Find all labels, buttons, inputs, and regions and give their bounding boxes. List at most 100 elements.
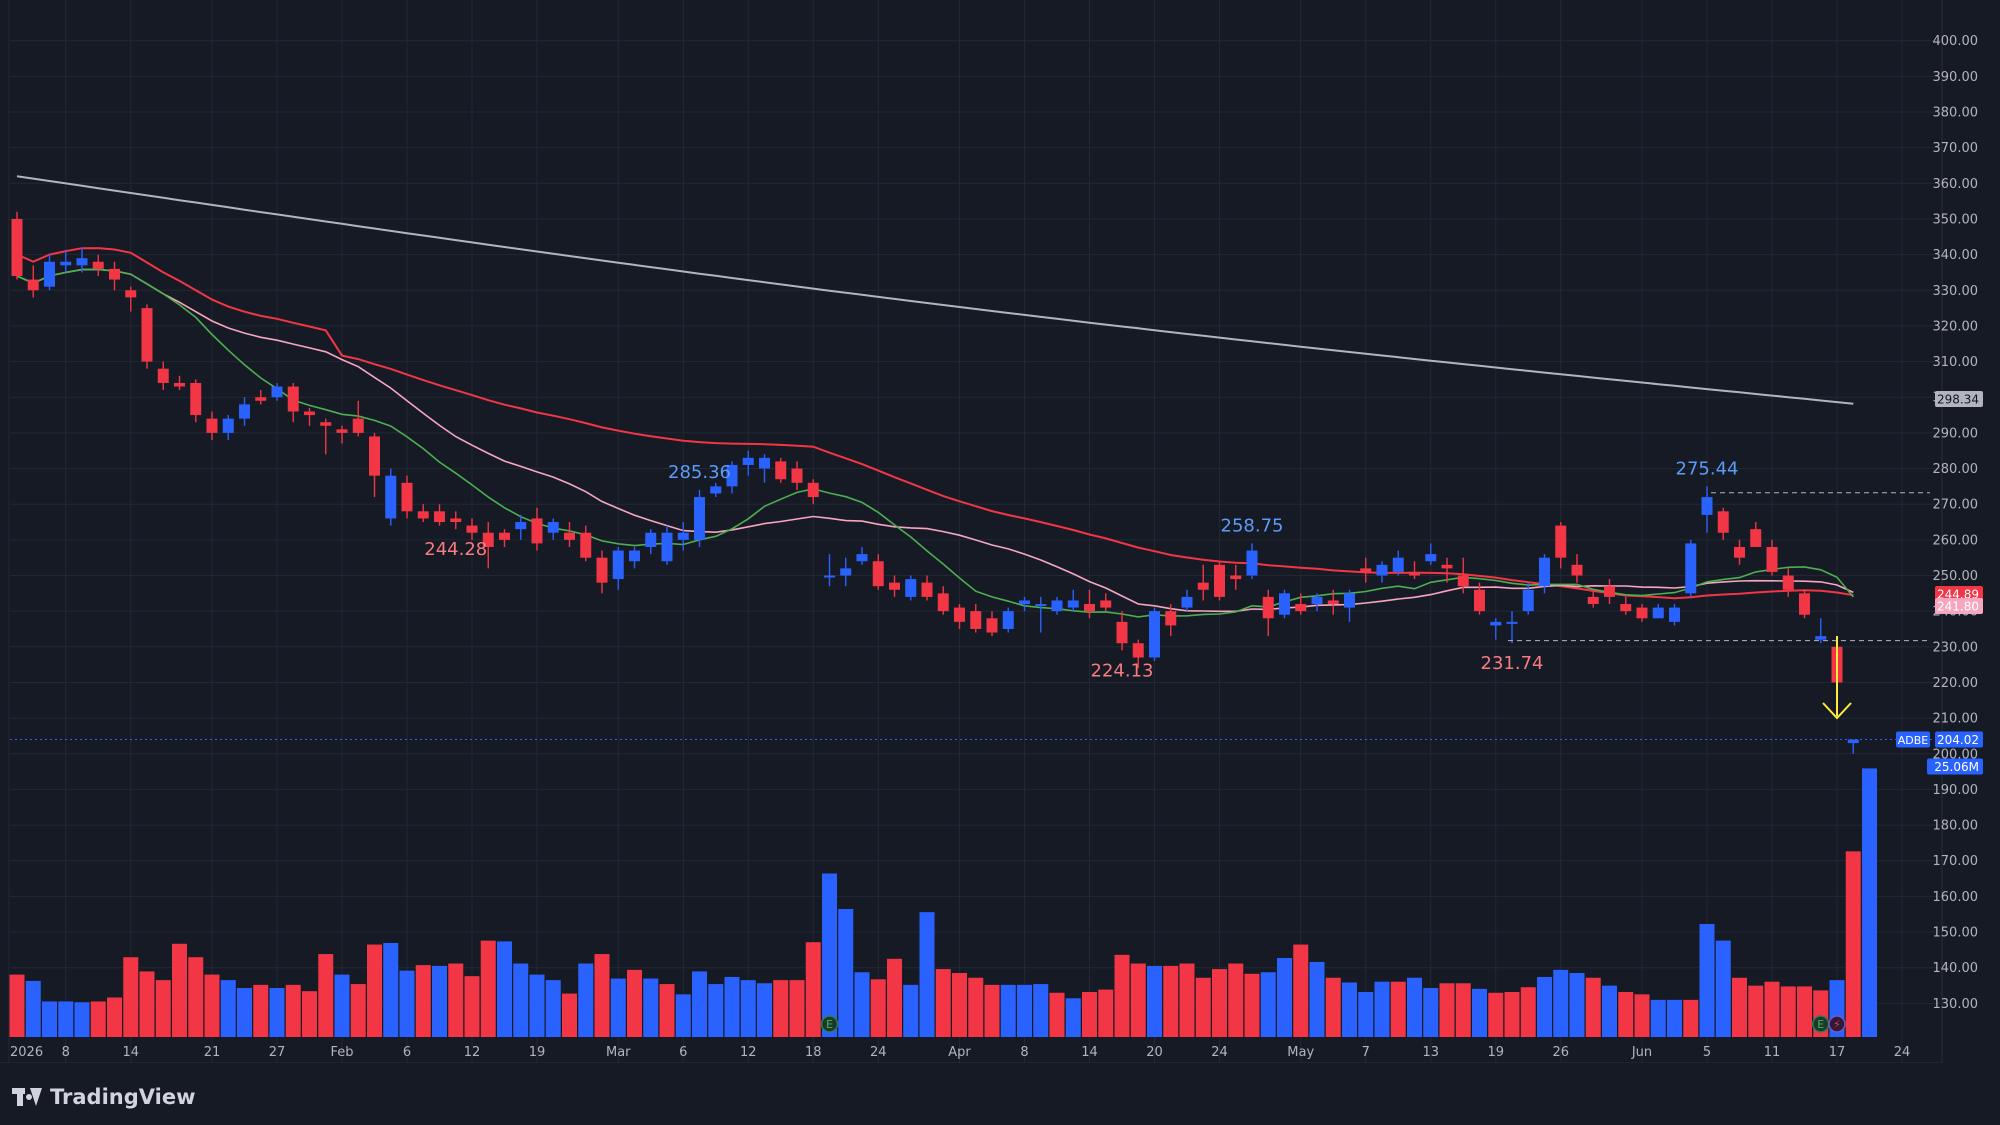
volume-bar <box>188 957 204 1037</box>
volume-bar <box>1228 963 1244 1037</box>
candle-body <box>1100 600 1112 608</box>
candle-body <box>1701 497 1713 515</box>
candle-body <box>60 261 72 266</box>
volume-bar <box>757 983 772 1037</box>
candle-body <box>499 532 510 540</box>
candle-body <box>807 482 819 498</box>
volume-value-label: 25.06M <box>1934 760 1979 774</box>
time-tick-label: 7 <box>1362 1045 1370 1060</box>
candle-body <box>677 532 689 540</box>
earnings-marker-icon <box>820 1015 839 1033</box>
candle-body <box>1539 557 1550 587</box>
volume-bar <box>1537 976 1552 1037</box>
ma-long-line <box>16 175 1854 405</box>
candle-body <box>1799 593 1810 615</box>
price-tick-label: 250.00 <box>1933 569 1979 584</box>
candle-body <box>1327 600 1339 605</box>
candle-body <box>304 411 315 416</box>
volume-bar <box>1764 981 1780 1037</box>
candle-body <box>710 486 722 494</box>
price-tick-label: 270.00 <box>1933 498 1979 513</box>
candle-body <box>1847 739 1859 744</box>
volume-bar <box>1260 972 1276 1037</box>
time-tick-label: 5 <box>1703 1045 1711 1060</box>
candle-body <box>1246 550 1258 576</box>
time-tick-label: 14 <box>1081 1045 1098 1060</box>
volume-bar <box>1780 986 1796 1037</box>
volume-bar <box>1374 981 1390 1037</box>
candle-body <box>482 532 494 547</box>
candle-body <box>1360 568 1372 572</box>
tradingview-logo-icon <box>12 1088 42 1106</box>
candle-body <box>645 532 657 547</box>
candle-body <box>1620 604 1632 612</box>
last-price-label: 204.02 <box>1937 733 1979 747</box>
candle-body <box>905 579 917 597</box>
volume-bar <box>984 984 1000 1037</box>
volume-bar <box>1553 969 1569 1037</box>
volume-bar <box>854 972 870 1037</box>
volume-bar <box>90 1001 106 1037</box>
volume-bar <box>448 963 464 1037</box>
candle-body <box>92 261 104 269</box>
candle-body <box>1067 600 1079 608</box>
volume-bar <box>627 969 642 1037</box>
volume-bar <box>1000 984 1016 1037</box>
candle-body <box>369 436 380 476</box>
time-tick-label: Mar <box>606 1045 631 1060</box>
candle-body <box>27 279 39 291</box>
volume-bar <box>1683 999 1699 1037</box>
time-tick-label: 19 <box>1487 1045 1504 1060</box>
price-tick-label: 390.00 <box>1933 70 1979 85</box>
candle-body <box>580 532 592 558</box>
lightning-icon: ⚡ <box>1833 1018 1841 1031</box>
candle-body <box>1750 529 1762 547</box>
volume-bar <box>1098 989 1114 1037</box>
ma-value-label: 241.80 <box>1937 600 1979 614</box>
candle-body <box>1474 589 1485 612</box>
candle-body <box>76 258 88 266</box>
volume-bar <box>805 942 821 1037</box>
volume-bar <box>123 957 139 1037</box>
price-tick-label: 170.00 <box>1933 854 1979 869</box>
volume-bar <box>1569 973 1585 1037</box>
price-tick-label: 220.00 <box>1933 676 1979 691</box>
volume-bar <box>383 942 399 1037</box>
time-tick-label: 24 <box>870 1045 887 1060</box>
price-tick-label: 230.00 <box>1933 640 1979 655</box>
candle-body <box>1766 546 1778 572</box>
ma-value-label-bg <box>1935 391 1983 407</box>
volume-bar <box>513 963 529 1037</box>
volume-bar <box>1602 985 1617 1037</box>
candle-body <box>726 464 738 487</box>
candle-body <box>450 518 462 523</box>
candle-body <box>1165 611 1177 626</box>
volume-bar <box>399 970 415 1037</box>
candle-body <box>125 290 137 298</box>
volume-bar <box>789 980 805 1037</box>
candle-body <box>157 368 169 383</box>
volume-bar <box>1504 991 1520 1037</box>
volume-bar <box>1033 984 1049 1037</box>
time-tick-label: 27 <box>269 1045 286 1060</box>
volume-bar <box>253 984 269 1037</box>
volume-bar <box>968 977 984 1037</box>
candle-body <box>954 607 965 622</box>
candle-body <box>385 475 397 519</box>
price-tick-label: 290.00 <box>1933 426 1979 441</box>
volume-bar <box>1114 954 1130 1037</box>
time-tick-label: 8 <box>1020 1045 1028 1060</box>
volume-bar <box>952 973 967 1037</box>
candle-body <box>1311 596 1323 605</box>
tradingview-logo[interactable]: TradingView <box>12 1083 195 1111</box>
volume-bar <box>415 965 431 1037</box>
volume-bar <box>1862 768 1877 1037</box>
time-tick-label: Feb <box>330 1045 353 1060</box>
volume-bar <box>1342 982 1357 1037</box>
candle-body <box>320 422 332 426</box>
candle-body <box>515 522 527 530</box>
time-tick-label: 18 <box>805 1045 822 1060</box>
volume-bar <box>578 963 594 1037</box>
price-tick-label: 350.00 <box>1933 212 1979 227</box>
